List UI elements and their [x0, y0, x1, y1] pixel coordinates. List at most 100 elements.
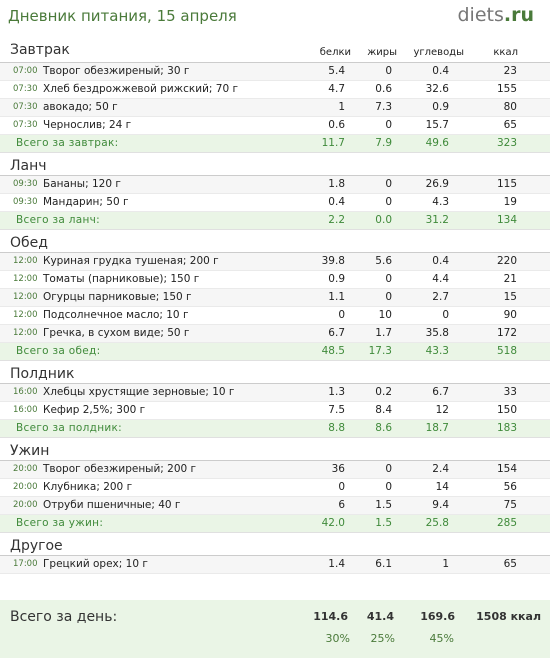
- total-kcal: 183: [496, 422, 517, 434]
- total-fat: 7.9: [375, 137, 392, 149]
- food-name: Грецкий орех; 10 г: [43, 558, 148, 570]
- food-row[interactable]: 20:00 Творог обезжиреный; 200 г 36 0 2.4 154: [0, 461, 550, 479]
- food-diary-table: Завтрак белки жиры углеводы ккал 07:00 Творог …: [0, 42, 550, 574]
- food-row[interactable]: 07:00 Творог обезжиреный; 30 г 5.4 0 0.4 23: [0, 63, 550, 81]
- protein-value: 0: [338, 309, 345, 321]
- section-divider: [0, 555, 550, 556]
- day-protein-percent: 30%: [325, 632, 350, 645]
- fat-value: 6.1: [375, 558, 392, 570]
- food-row[interactable]: 07:30 авокадо; 50 г 1 7.3 0.9 80: [0, 99, 550, 117]
- kcal-value: 155: [496, 83, 517, 95]
- food-row[interactable]: 17:00 Грецкий орех; 10 г 1.4 6.1 1 65: [0, 556, 550, 574]
- food-name: Творог обезжиреный; 30 г: [43, 65, 190, 77]
- kcal-value: 15: [503, 291, 517, 303]
- day-total-carbs: 169.6: [420, 610, 455, 623]
- protein-value: 7.5: [328, 404, 345, 416]
- column-headers: Завтрак белки жиры углеводы ккал: [0, 42, 550, 62]
- fat-value: 0: [385, 196, 392, 208]
- food-row[interactable]: 07:30 Хлеб бездрожжевой рижский; 70 г 4.7 0…: [0, 81, 550, 99]
- food-row[interactable]: 12:00 Куриная грудка тушеная; 200 г 39.8 5.…: [0, 253, 550, 271]
- meal-time: 07:30: [13, 84, 38, 94]
- page-title: Дневник питания, 15 апреля: [8, 7, 237, 25]
- fat-value: 1.5: [375, 499, 392, 511]
- food-row[interactable]: 12:00 Томаты (парниковые); 150 г 0.9 0 4.4 21: [0, 271, 550, 289]
- fat-value: 0: [385, 463, 392, 475]
- section-divider: [0, 62, 550, 63]
- kcal-value: 220: [496, 255, 517, 267]
- total-fat: 0.0: [375, 214, 392, 226]
- meal-section: Обед 12:00 Куриная грудка тушеная; 200 г 39…: [0, 230, 550, 361]
- total-protein: 2.2: [328, 214, 345, 226]
- food-row[interactable]: 12:00 Огурцы парниковые; 150 г 1.1 0 2.7 15: [0, 289, 550, 307]
- total-kcal: 323: [496, 137, 517, 149]
- day-fat-percent: 25%: [370, 632, 395, 645]
- section-divider: [0, 460, 550, 461]
- food-name: Хлебцы хрустящие зерновые; 10 г: [43, 386, 235, 398]
- section-title: Полдник: [10, 366, 75, 382]
- day-carbs-percent: 45%: [429, 632, 454, 645]
- kcal-value: 23: [503, 65, 517, 77]
- protein-value: 1.8: [328, 178, 345, 190]
- total-fat: 17.3: [368, 345, 392, 357]
- protein-value: 1.3: [328, 386, 345, 398]
- fat-value: 0: [385, 119, 392, 131]
- protein-value: 0.4: [328, 196, 345, 208]
- meal-time: 07:30: [13, 102, 38, 112]
- col-header-kcal: ккал: [493, 47, 518, 58]
- carbs-value: 0: [442, 309, 449, 321]
- carbs-value: 4.3: [432, 196, 449, 208]
- fat-value: 10: [378, 309, 392, 321]
- total-carbs: 18.7: [425, 422, 449, 434]
- total-fat: 1.5: [375, 517, 392, 529]
- col-header-protein: белки: [319, 47, 351, 58]
- meal-time: 20:00: [13, 500, 38, 510]
- fat-value: 7.3: [375, 101, 392, 113]
- protein-value: 5.4: [328, 65, 345, 77]
- meal-time: 17:00: [13, 559, 38, 569]
- kcal-value: 90: [503, 309, 517, 321]
- logo-suffix: .ru: [503, 4, 534, 26]
- total-carbs: 49.6: [425, 137, 449, 149]
- food-name: Хлеб бездрожжевой рижский; 70 г: [43, 83, 238, 95]
- food-row[interactable]: 12:00 Подсолнечное масло; 10 г 0 10 0 90: [0, 307, 550, 325]
- total-fat: 8.6: [375, 422, 392, 434]
- meal-section: Полдник 16:00 Хлебцы хрустящие зерновые; 1…: [0, 361, 550, 438]
- food-row[interactable]: 12:00 Гречка, в сухом виде; 50 г 6.7 1.7 35.…: [0, 325, 550, 343]
- meal-section: Завтрак белки жиры углеводы ккал 07:00 Творог …: [0, 42, 550, 153]
- kcal-value: 75: [503, 499, 517, 511]
- food-row[interactable]: 16:00 Кефир 2,5%; 300 г 7.5 8.4 12 150: [0, 402, 550, 420]
- protein-value: 1.1: [328, 291, 345, 303]
- total-protein: 11.7: [321, 137, 345, 149]
- meal-section: Другое 17:00 Грецкий орех; 10 г 1.4 6.1 1 65: [0, 533, 550, 574]
- fat-value: 0: [385, 273, 392, 285]
- total-protein: 8.8: [328, 422, 345, 434]
- site-logo[interactable]: diets.ru: [457, 4, 534, 26]
- kcal-value: 21: [503, 273, 517, 285]
- page-header: Дневник питания, 15 апреля diets.ru: [0, 0, 550, 34]
- carbs-value: 2.4: [432, 463, 449, 475]
- food-row[interactable]: 09:30 Мандарин; 50 г 0.4 0 4.3 19: [0, 194, 550, 212]
- food-row[interactable]: 20:00 Отруби пшеничные; 40 г 6 1.5 9.4 75: [0, 497, 550, 515]
- section-total-row: Всего за завтрак: 11.7 7.9 49.6 323: [0, 135, 550, 153]
- section-title: Обед: [10, 235, 48, 251]
- protein-value: 4.7: [328, 83, 345, 95]
- food-row[interactable]: 16:00 Хлебцы хрустящие зерновые; 10 г 1.3 0…: [0, 384, 550, 402]
- carbs-value: 12: [435, 404, 449, 416]
- section-divider: [0, 175, 550, 176]
- kcal-value: 150: [496, 404, 517, 416]
- carbs-value: 0.9: [432, 101, 449, 113]
- food-row[interactable]: 07:30 Чернослив; 24 г 0.6 0 15.7 65: [0, 117, 550, 135]
- meal-time: 16:00: [13, 387, 38, 397]
- protein-value: 0.6: [328, 119, 345, 131]
- kcal-value: 19: [503, 196, 517, 208]
- fat-value: 5.6: [375, 255, 392, 267]
- day-total-protein: 114.6: [313, 610, 348, 623]
- fat-value: 0.2: [375, 386, 392, 398]
- food-row[interactable]: 09:30 Бананы; 120 г 1.8 0 26.9 115: [0, 176, 550, 194]
- kcal-value: 115: [496, 178, 517, 190]
- food-row[interactable]: 20:00 Клубника; 200 г 0 0 14 56: [0, 479, 550, 497]
- col-header-fat: жиры: [367, 47, 397, 58]
- meal-section: Ланч 09:30 Бананы; 120 г 1.8 0 26.9 115 09:30 Ма…: [0, 153, 550, 230]
- total-kcal: 285: [496, 517, 517, 529]
- food-name: Гречка, в сухом виде; 50 г: [43, 327, 190, 339]
